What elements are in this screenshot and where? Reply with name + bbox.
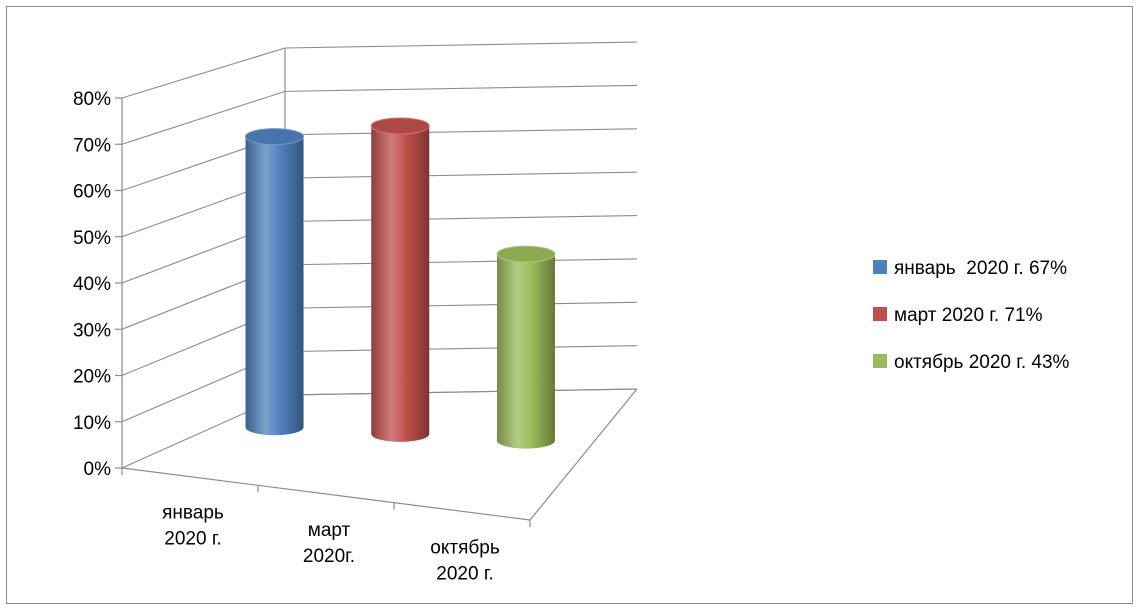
y-tick-label: 40% — [73, 274, 111, 295]
legend-label: январь 2020 г. 67% — [894, 258, 1067, 279]
x-category-label-line: 2020 г. — [164, 529, 221, 550]
bars — [245, 117, 556, 449]
back-gridline — [284, 258, 638, 266]
back-gridline — [284, 84, 638, 92]
y-tick-label: 60% — [73, 182, 111, 203]
back-gridline — [284, 214, 638, 223]
y-tick-label: 80% — [73, 89, 111, 110]
x-category-label: январь 2020 г. — [162, 503, 224, 550]
y-tick-label: 10% — [73, 413, 111, 434]
bar-cylinder — [496, 245, 556, 449]
y-tick-label: 0% — [84, 459, 112, 480]
bar-cylinder-body — [496, 254, 555, 449]
x-category-label-line: октябрь — [430, 537, 500, 558]
back-gridline — [284, 388, 638, 396]
y-tick-label: 20% — [73, 367, 111, 388]
floor-front-edge — [121, 467, 531, 521]
bar-cylinder — [245, 128, 305, 436]
side-gridline — [121, 47, 286, 99]
floor-right-edge — [529, 388, 638, 521]
x-category-label-line: 2020г. — [303, 546, 355, 567]
chart-frame — [6, 6, 1133, 604]
back-gridline — [284, 345, 638, 353]
bar-cylinder-body — [245, 136, 304, 436]
x-category-label-line: 2020 г. — [436, 563, 493, 584]
bar-cylinder-top — [370, 117, 430, 135]
back-gridline — [284, 128, 638, 136]
y-tick-label: 50% — [73, 228, 111, 249]
legend: январь 2020 г. 67% март 2020 г. 71% октябр… — [873, 258, 1070, 373]
legend-swatch — [873, 354, 887, 368]
y-tick-label: 30% — [73, 320, 111, 341]
bar-cylinder-top — [496, 245, 556, 263]
y-axis-ticks: 0% 10% 20% 30% 40% 50% 60% 70% 80% — [73, 89, 122, 480]
legend-swatch — [873, 260, 887, 274]
back-gridline — [284, 171, 638, 179]
back-gridline — [284, 41, 638, 49]
legend-swatch — [873, 307, 887, 321]
x-category-label-line: январь — [162, 503, 224, 524]
x-axis: январь 2020 г. март 2020г. октябрь 2020 г. — [121, 468, 531, 584]
x-category-label: март 2020г. — [303, 520, 355, 567]
x-category-label-line: март — [308, 520, 351, 541]
x-category-label: октябрь 2020 г. — [430, 537, 500, 584]
legend-label: октябрь 2020 г. 43% — [894, 352, 1070, 373]
bar-cylinder-top — [245, 128, 305, 146]
y-tick-label: 70% — [73, 135, 111, 156]
bar-cylinder-body — [371, 125, 430, 442]
back-gridline — [284, 301, 638, 309]
bar-cylinder — [370, 117, 430, 442]
side-gridline — [121, 90, 286, 145]
legend-label: март 2020 г. 71% — [894, 305, 1043, 326]
